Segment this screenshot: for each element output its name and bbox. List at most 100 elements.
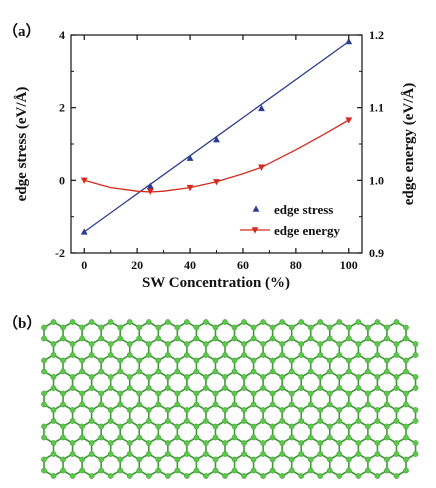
lattice-atom (136, 390, 143, 397)
lattice-atom (260, 341, 266, 347)
lattice-atom (250, 368, 257, 375)
lattice-atom (374, 374, 381, 380)
lattice-atom (174, 423, 181, 430)
lattice-atom (279, 341, 286, 347)
lattice-atom (403, 324, 409, 331)
lattice-atom (365, 401, 371, 408)
lattice-atom (288, 467, 295, 474)
lattice-atom (231, 434, 238, 441)
lattice-atom (231, 335, 238, 342)
lattice-atom (317, 451, 324, 457)
lattice-atom (403, 423, 409, 430)
lattice-atom (403, 434, 409, 441)
lattice-atom (117, 456, 124, 463)
lattice-atom (117, 368, 124, 375)
lattice-atom (374, 385, 381, 391)
lattice-atom (174, 434, 181, 441)
lattice-atom (250, 335, 257, 342)
lattice-atom (88, 319, 95, 325)
lattice-atom (269, 335, 276, 342)
lattice-atom (222, 374, 228, 380)
lattice-atom (98, 467, 105, 474)
lattice-atom (184, 374, 190, 380)
lattice-atom (98, 357, 105, 364)
x-tick-label-3: 60 (237, 258, 249, 272)
lattice-atom (136, 357, 143, 364)
lattice-atom (269, 324, 276, 331)
lattice-atom (79, 357, 85, 364)
lattice-atom (326, 335, 333, 342)
lattice-atom (126, 473, 133, 479)
lattice-atom (174, 467, 181, 474)
data-markers (80, 37, 353, 235)
lattice-atom (41, 324, 47, 331)
lattice-atom (355, 451, 362, 457)
lattice-atom (69, 352, 76, 358)
lattice-atom (126, 407, 133, 413)
y-left-tick-label-1: 0 (59, 173, 65, 187)
lattice-atom (345, 467, 352, 474)
lattice-atom (155, 390, 162, 397)
lattice-atom (88, 418, 95, 424)
lattice-atom (98, 434, 105, 441)
lattice-atom (69, 473, 76, 479)
lattice-atom (345, 324, 352, 331)
lattice-atom (222, 407, 228, 413)
lattice-atom (288, 357, 295, 364)
lattice-atom (184, 407, 190, 413)
lattice-atom (326, 401, 333, 408)
lattice-atom (393, 418, 400, 424)
lattice-atom (41, 467, 47, 474)
lattice-atom (250, 434, 257, 441)
lattice-atom (79, 390, 85, 397)
lattice-atom (260, 319, 266, 325)
lattice-atom (345, 423, 352, 430)
lattice-atom (250, 357, 257, 364)
lattice-atom (212, 423, 219, 430)
marker-edge-energy-4 (258, 164, 265, 171)
lattice-atom (50, 407, 57, 413)
lattice-atom (69, 385, 76, 391)
lattice-atom (60, 456, 66, 463)
lattice-atom (145, 407, 152, 413)
lattice-atom (164, 418, 171, 424)
lattice-atom (374, 352, 381, 358)
y-right-tick-label-3: 1.2 (369, 28, 384, 42)
marker-edge-stress-1 (146, 182, 154, 189)
lattice-atom (241, 473, 247, 479)
lattice-atom (336, 319, 343, 325)
lattice-atom (326, 434, 333, 441)
lattice-atom (184, 385, 190, 391)
lattice-atom (336, 440, 343, 446)
lattice-atom (298, 407, 305, 413)
lattice-atom (222, 319, 228, 325)
lattice-atom (50, 352, 57, 358)
lattice-atom (288, 390, 295, 397)
lattice-atom (355, 352, 362, 358)
lattice-atom (212, 357, 219, 364)
lattice-atom (326, 390, 333, 397)
lattice-atom (365, 456, 371, 463)
lattice-atom (241, 352, 247, 358)
lattice-atom (374, 418, 381, 424)
lattice-atom (88, 407, 95, 413)
lattice-atom (403, 368, 409, 375)
graphene-lattice-image (41, 319, 419, 479)
lattice-atom (60, 357, 66, 364)
lattice-atom (193, 434, 200, 441)
lattice-atom (307, 368, 314, 375)
lattice-atom (155, 357, 162, 364)
lattice-atom (79, 456, 85, 463)
lattice-atom (374, 407, 381, 413)
lattice-atom (212, 368, 219, 375)
y-right-tick-label-1: 1.0 (369, 173, 384, 187)
lattice-atom (241, 451, 247, 457)
lattice-atom (164, 407, 171, 413)
lattice-atom (288, 368, 295, 375)
lattice-atom (317, 352, 324, 358)
lattice-atom (60, 324, 66, 331)
lattice-atom (88, 352, 95, 358)
lattice-atom (279, 374, 286, 380)
lattice-atom (336, 418, 343, 424)
lattice-atom (317, 473, 324, 479)
